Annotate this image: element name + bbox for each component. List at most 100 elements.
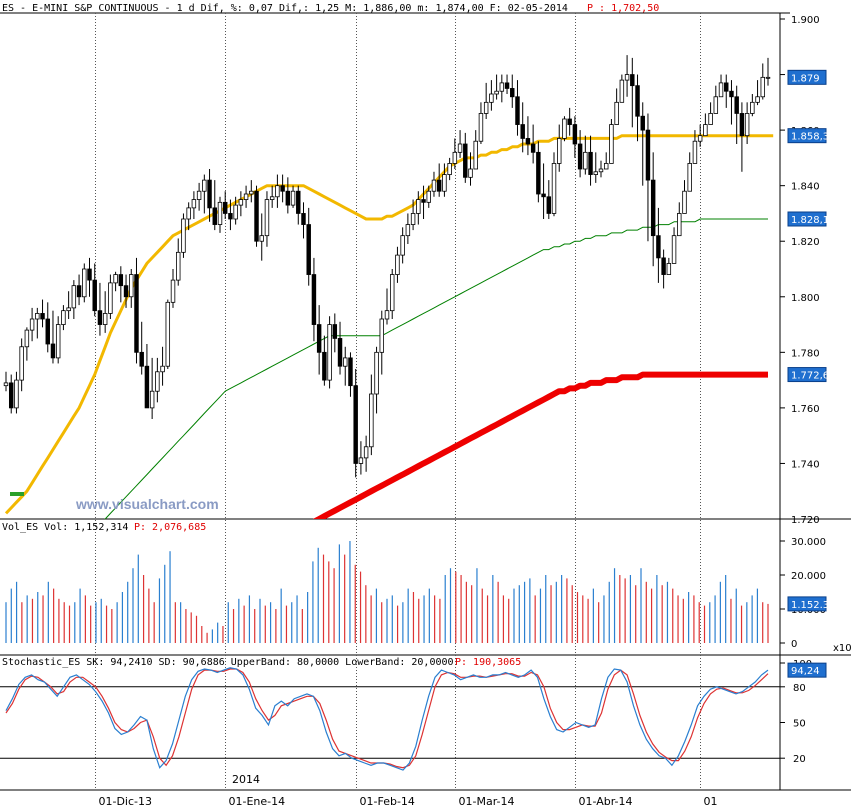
candle-up [614,101,619,125]
candle-up [395,254,400,275]
candle-up [713,96,719,114]
candle-up [692,140,698,164]
candle-up [489,93,494,103]
candle-up [687,163,692,192]
candle-down [661,257,666,275]
candle-down [296,190,301,214]
candle-up [196,190,202,200]
candle-up [442,174,447,192]
candle-up [609,124,614,164]
candle-up [697,135,703,142]
x-tick-label: 01-Dic-13 [99,795,153,808]
candle-up [176,251,181,281]
candle-up [358,457,364,464]
candle-up [71,285,77,309]
candle-down [348,357,353,387]
candle-down [228,213,233,220]
candle-down [123,285,129,298]
candle-up [290,190,296,206]
candle-down [316,324,322,353]
candle-down [285,190,291,206]
candle-down [212,207,217,225]
candle-down [510,88,515,98]
candle-up [269,196,275,200]
candle-up [181,218,186,253]
candle-down [436,179,442,192]
candle-up [202,179,207,192]
volume-bars [5,541,769,643]
candle-up [108,282,113,314]
candle-up [405,224,411,237]
candle-down [530,143,536,153]
watermark: www.visualchart.com [75,496,219,512]
candle-up [238,199,244,206]
candle-up [416,199,421,214]
value-badge: 1.879 [787,69,827,85]
candle-down [134,274,139,353]
volume-header: Vol_ES Vol: 1,152,314 [2,522,128,533]
candle-up [55,324,61,359]
candle-down [525,138,531,145]
candle-up [483,101,489,114]
candle-up [61,310,66,325]
candle-up [113,274,118,284]
candle-down [306,224,311,275]
candle-down [520,124,525,139]
stoch-sk-line [5,667,769,771]
candle-up [603,163,609,170]
candle-up [249,190,254,195]
candle-up [557,138,562,164]
candle-down [635,85,640,117]
candle-up [191,199,197,209]
candle-up [478,113,484,142]
candle-up [363,446,369,459]
candle-up [765,76,771,79]
candle-up [760,76,766,98]
candle-down [515,96,520,125]
stoch-y-tick-label: 20 [793,754,806,765]
value-badge: 1.152.314 [787,596,842,612]
ma_fast-line [4,134,774,515]
candle-up [243,193,249,200]
candle-up [149,390,155,409]
value-badge-text: 1.828,18 [791,215,836,226]
candle-down [87,268,92,281]
candle-up [671,235,677,264]
candle-up [750,101,755,114]
candle-up [426,190,431,203]
candle-up [217,201,223,225]
vol-unit-label: x100 [833,643,851,654]
candle-down [97,310,103,325]
y-tick-label: 1.800 [791,293,820,304]
value-badge: 1.772,6 [787,367,829,383]
value-badges: 1.879 1.858,31 1.828,18 1.772,6 1.152.314 94,… [787,69,842,678]
candle-down [567,118,572,125]
value-badge-text: 94,24 [791,666,820,677]
candle-up [624,74,630,81]
y-tick-label: 1.820 [791,237,820,248]
candle-up [473,140,478,170]
value-badge-box [787,662,827,678]
candle-up [186,207,191,220]
candle-down [8,382,14,409]
candle-down [332,324,338,339]
candle-down [139,351,144,367]
vol-y-tick-label: 0 [791,639,797,650]
stoch-y-tick-label: 80 [793,683,806,694]
candle-up [170,279,176,303]
stoch-header-p: P: 190,3065 [455,657,521,668]
candlesticks [3,55,771,478]
stochastic-lines [0,667,780,771]
y-tick-label: 1.740 [791,459,820,470]
candle-up [583,151,588,170]
candle-down [734,96,739,114]
candle-down [92,279,97,312]
candle-up [327,324,332,381]
candle-up [468,168,473,178]
candle-up [447,163,452,175]
candle-up [102,313,108,325]
candle-down [207,179,212,209]
value-badge: 94,24 [787,662,827,678]
candle-down [76,285,82,298]
candle-down [222,201,228,214]
